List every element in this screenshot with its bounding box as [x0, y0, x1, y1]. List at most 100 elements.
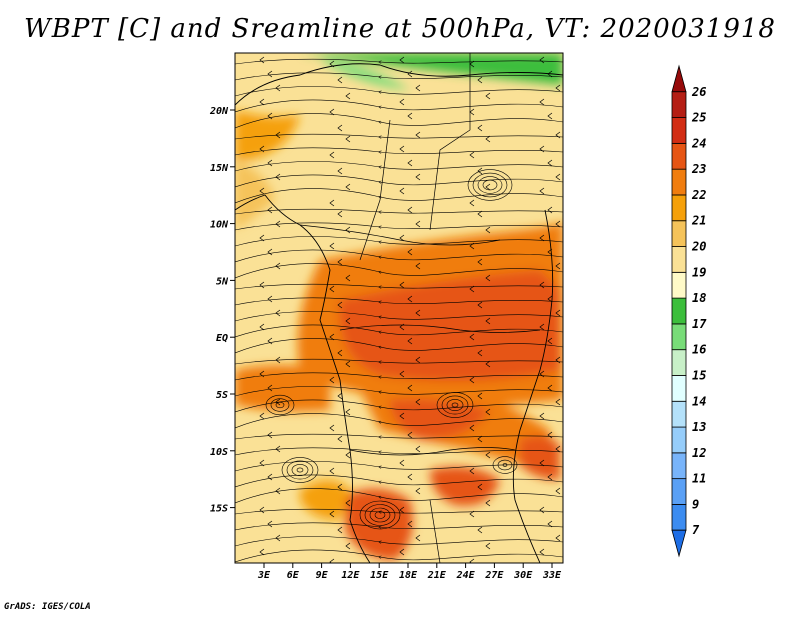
streamline-arrow: [469, 467, 475, 475]
streamline: [235, 99, 563, 113]
streamline-arrow: [329, 558, 335, 563]
streamline-arrow: [267, 384, 273, 392]
streamlines: [235, 56, 563, 563]
streamline-arrow: [547, 159, 553, 167]
streamline: [235, 522, 563, 531]
streamline-arrow: [539, 459, 545, 467]
streamline-arrow: [477, 258, 483, 266]
streamline-arrow: [267, 473, 273, 481]
streamline-arrow: [259, 234, 265, 242]
colorbar-segment: [671, 117, 687, 144]
streamline-arrow: [267, 206, 273, 214]
streamline-arrow: [399, 281, 405, 289]
streamline-arrow: [399, 145, 405, 153]
streamline-arrow: [547, 70, 553, 78]
streamline: [235, 86, 563, 97]
streamline-arrow: [337, 167, 343, 175]
colorbar-label: 13: [692, 420, 706, 434]
streamline-arrow: [539, 56, 545, 64]
streamline-arrow: [407, 384, 413, 392]
streamline: [235, 283, 563, 290]
streamline-arrow: [477, 435, 483, 443]
map-area: [235, 53, 563, 563]
streamline-arrow: [469, 510, 475, 518]
colorbar-label: 7: [692, 523, 700, 537]
streamline-arrow: [539, 323, 545, 331]
streamline-arrow: [547, 520, 553, 528]
lon-tick-label: 18E: [399, 570, 418, 581]
colorbar-segment: [671, 375, 687, 402]
streamline-arrow: [555, 131, 561, 139]
streamline-eddy: [441, 395, 469, 415]
streamline-arrow: [477, 526, 483, 534]
lon-tick-label: 30E: [513, 570, 533, 581]
lat-tick-label: 5N: [216, 276, 229, 287]
streamline: [235, 372, 563, 381]
streamline-arrow: [547, 206, 553, 214]
streamline-arrow: [469, 151, 475, 159]
colorbar-segment: [671, 91, 687, 118]
streamline-arrow: [259, 506, 265, 514]
colorbar-segment: [671, 452, 687, 480]
streamline-arrow: [275, 84, 281, 92]
streamline-arrow: [275, 309, 281, 317]
border-line-2: [299, 224, 501, 246]
streamline-eddy: [482, 179, 498, 191]
lat-tick-label: 10N: [210, 220, 229, 231]
streamline: [235, 263, 563, 279]
streamline-arrow: [259, 370, 265, 378]
streamline-arrow: [555, 84, 561, 92]
streamline-arrow: [399, 459, 405, 467]
streamline-arrow: [275, 356, 281, 364]
colorbar-label: 9: [692, 497, 699, 511]
border-line-3: [339, 324, 541, 333]
streamline-arrow: [337, 258, 343, 266]
streamline-arrow: [547, 248, 553, 256]
streamline-arrow: [337, 392, 343, 400]
streamline-arrow: [555, 262, 561, 270]
streamline-arrow: [267, 295, 273, 303]
streamline: [235, 311, 563, 322]
border-line-6: [429, 499, 441, 563]
streamline-eddy: [436, 392, 474, 418]
streamline-arrow: [259, 459, 265, 467]
streamline-arrow: [329, 376, 335, 384]
streamline: [235, 474, 563, 488]
streamline-eddy: [275, 401, 285, 409]
streamline-arrow: [259, 548, 265, 556]
coastline-east: [512, 209, 554, 563]
colorbar-label: 23: [691, 162, 706, 176]
colorbar-max-triangle: [671, 64, 687, 93]
streamline: [235, 488, 563, 504]
streamline-eddy: [477, 176, 503, 194]
lat-tick-label: 20N: [209, 106, 229, 117]
streamline: [235, 461, 563, 472]
streamline-arrow: [477, 167, 483, 175]
streamline-eddy: [492, 456, 518, 474]
streamline-arrow: [259, 412, 265, 420]
streamline-arrow: [267, 520, 273, 528]
colorbar-segment: [671, 297, 687, 325]
streamline-eddy: [369, 507, 391, 523]
colorbar-segment: [671, 220, 687, 247]
streamline-eddy: [502, 463, 508, 467]
streamline-arrow: [407, 206, 413, 214]
streamline-eddy: [364, 504, 396, 526]
streamline-arrow: [345, 499, 351, 507]
colorbar-segment: [671, 194, 687, 222]
streamline-arrow: [469, 60, 475, 68]
streamline-eddy: [446, 399, 464, 411]
streamline-arrow: [267, 337, 273, 345]
streamline: [235, 297, 563, 306]
lat-tick-label: EQ: [216, 333, 228, 344]
streamline-arrow: [267, 248, 273, 256]
streamline: [235, 72, 563, 81]
streamline-arrow: [329, 333, 335, 341]
streamline: [235, 508, 563, 515]
streamline-arrow: [407, 159, 413, 167]
streamline-arrow: [407, 248, 413, 256]
streamline-arrow: [477, 483, 483, 491]
streamline-arrow: [399, 98, 405, 106]
streamline-arrow: [337, 349, 343, 357]
